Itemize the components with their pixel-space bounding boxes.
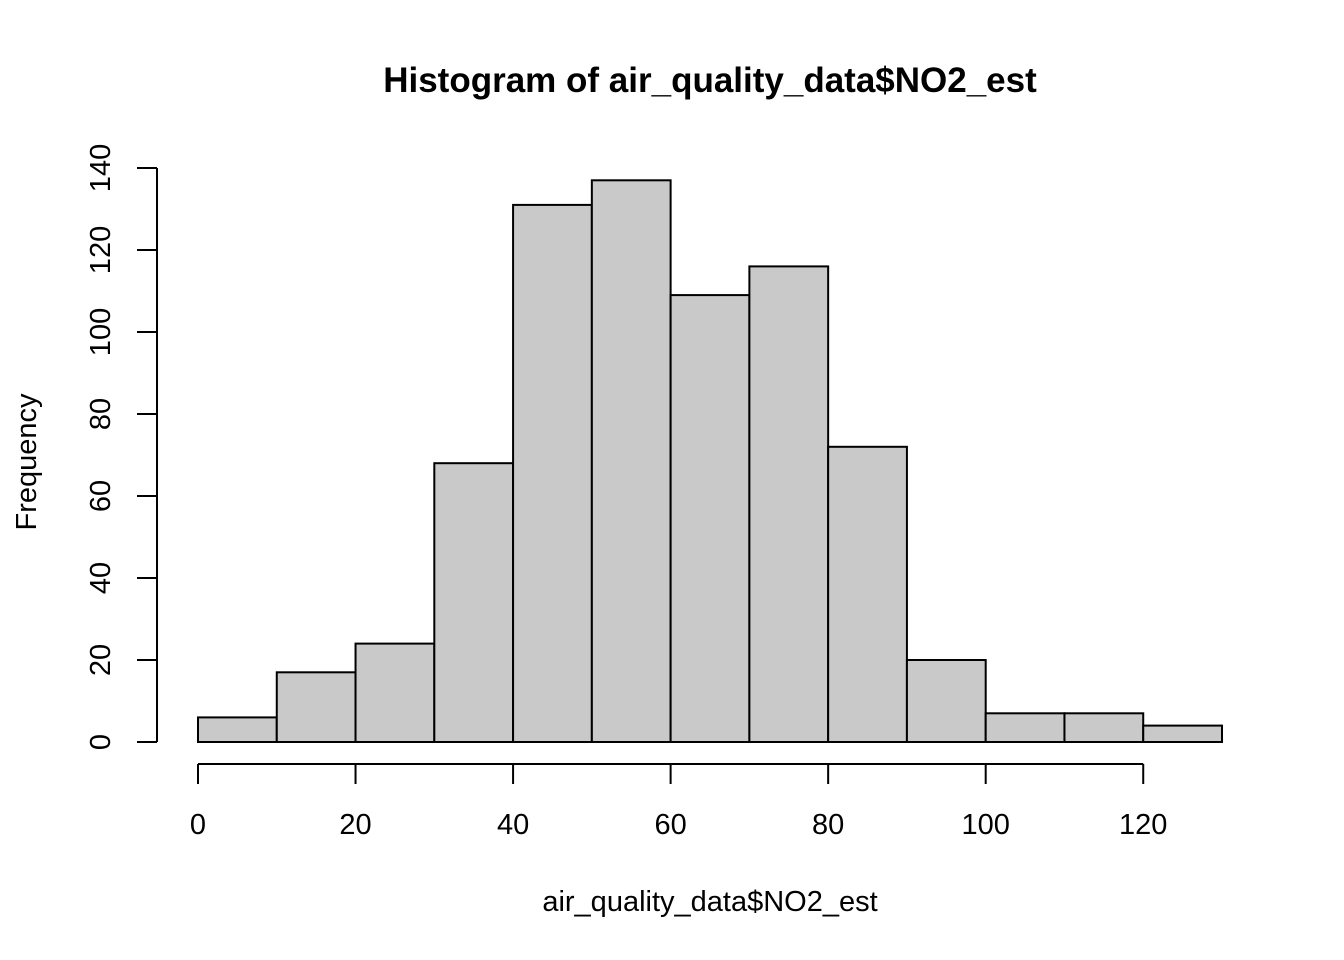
x-tick-label: 100 xyxy=(961,809,1009,841)
histogram-bar xyxy=(1063,712,1145,743)
histogram-bar xyxy=(590,179,672,744)
y-tick-label: 80 xyxy=(85,398,117,430)
x-tick-label: 40 xyxy=(497,809,529,841)
histogram-bar xyxy=(669,294,751,743)
histogram-bar xyxy=(984,712,1066,743)
x-tick-label: 120 xyxy=(1119,809,1167,841)
y-tick-label: 40 xyxy=(85,562,117,594)
x-axis: 0 20 40 60 80 100 120 xyxy=(190,763,1167,841)
histogram-bar xyxy=(827,445,908,743)
x-tick-label: 0 xyxy=(190,809,206,841)
histogram-bar xyxy=(275,671,357,743)
y-tick-label: 140 xyxy=(85,144,117,192)
bars-group xyxy=(197,179,1223,744)
y-tick-label: 20 xyxy=(85,644,117,676)
x-axis-title: air_quality_data$NO2_est xyxy=(542,886,877,918)
chart-title: Histogram of air_quality_data$NO2_est xyxy=(383,61,1037,100)
histogram-bar xyxy=(197,716,278,744)
y-tick-label: 100 xyxy=(85,308,117,356)
x-tick-label: 80 xyxy=(812,809,844,841)
y-tick-label: 0 xyxy=(85,734,117,750)
histogram-bar xyxy=(748,265,830,743)
y-tick-label: 120 xyxy=(85,226,117,274)
histogram-bar xyxy=(905,659,987,743)
y-axis-title: Frequency xyxy=(11,393,43,531)
y-tick-label: 60 xyxy=(85,480,117,512)
histogram-bar xyxy=(354,642,436,743)
x-tick-label: 20 xyxy=(339,809,371,841)
x-tick-label: 60 xyxy=(654,809,686,841)
histogram-bar xyxy=(433,462,515,743)
histogram-bar xyxy=(512,203,593,743)
y-axis: 0 20 40 60 80 100 120 140 xyxy=(85,144,158,750)
histogram-bar xyxy=(1142,724,1223,743)
